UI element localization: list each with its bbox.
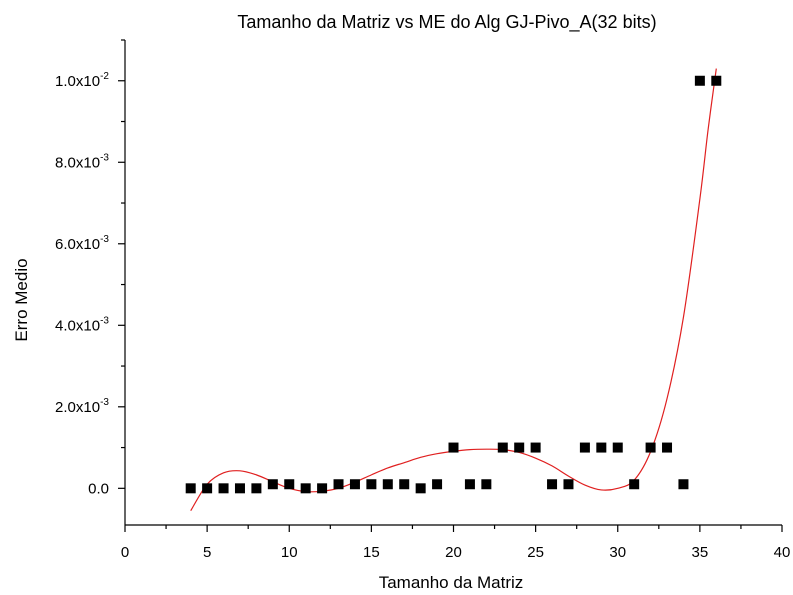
x-tick-label: 5 xyxy=(203,544,211,561)
data-point xyxy=(645,442,656,453)
data-point xyxy=(399,479,410,490)
x-tick-label: 0 xyxy=(121,544,129,561)
data-point xyxy=(382,479,393,490)
data-point xyxy=(432,479,443,490)
data-point xyxy=(563,479,574,490)
y-axis-ticks: 0.0 2.0x10-3 4.0x10-3 6.0x10-3 8.0x10-3 1.0x1… xyxy=(55,39,125,497)
x-tick-label: 30 xyxy=(609,544,626,561)
data-point xyxy=(333,479,344,490)
data-point xyxy=(612,442,623,453)
data-point xyxy=(497,442,508,453)
y-tick-label: 6.0x10-3 xyxy=(55,234,109,253)
data-point xyxy=(629,479,640,490)
chart-title: Tamanho da Matriz vs ME do Alg GJ-Pivo_A… xyxy=(237,12,656,33)
x-tick-label: 15 xyxy=(363,544,380,561)
x-axis-ticks: 0 5 10 15 20 25 30 35 40 xyxy=(121,525,791,561)
y-tick-label: 4.0x10-3 xyxy=(55,315,109,334)
data-point xyxy=(596,442,607,453)
data-point xyxy=(234,483,245,494)
data-point xyxy=(202,483,213,494)
data-point xyxy=(317,483,328,494)
data-point xyxy=(267,479,278,490)
y-tick-label: 8.0x10-3 xyxy=(55,152,109,171)
data-point xyxy=(300,483,311,494)
data-point xyxy=(547,479,558,490)
data-point xyxy=(530,442,541,453)
x-tick-label: 35 xyxy=(692,544,709,561)
y-tick-label: 2.0x10-3 xyxy=(55,397,109,416)
x-tick-label: 20 xyxy=(445,544,462,561)
data-point xyxy=(284,479,295,490)
data-point xyxy=(464,479,475,490)
data-point xyxy=(251,483,262,494)
data-point xyxy=(218,483,229,494)
data-point xyxy=(662,442,673,453)
y-tick-label: 0.0 xyxy=(88,480,109,497)
x-tick-label: 25 xyxy=(527,544,544,561)
data-point xyxy=(349,479,360,490)
data-point xyxy=(579,442,590,453)
data-point xyxy=(415,483,426,494)
data-point xyxy=(514,442,525,453)
data-point xyxy=(185,483,196,494)
y-axis-label: Erro Medio xyxy=(12,258,31,341)
data-point xyxy=(366,479,377,490)
x-tick-label: 40 xyxy=(774,544,791,561)
data-point xyxy=(678,479,689,490)
x-tick-label: 10 xyxy=(281,544,298,561)
data-point xyxy=(448,442,459,453)
x-axis-label: Tamanho da Matriz xyxy=(379,573,524,592)
y-tick-label: 1.0x10-2 xyxy=(55,71,109,90)
data-point xyxy=(694,75,705,86)
data-point xyxy=(711,75,722,86)
data-points xyxy=(185,75,722,494)
data-point xyxy=(481,479,492,490)
